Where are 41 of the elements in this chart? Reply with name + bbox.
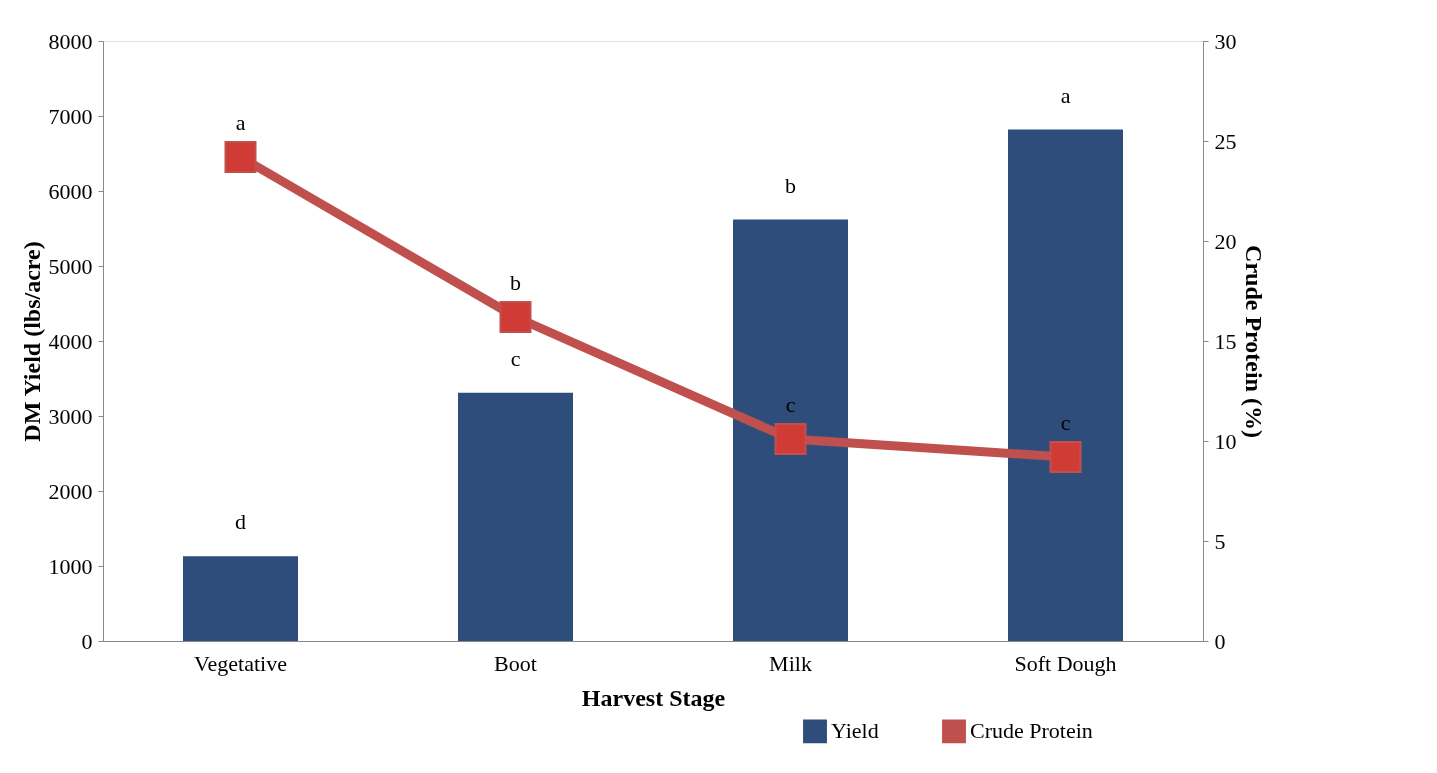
bar xyxy=(183,556,298,641)
y2-axis-title: Crude Protein (%) xyxy=(1240,245,1267,438)
annotation: d xyxy=(235,509,246,535)
y-tick-label: 7000 xyxy=(48,103,93,129)
x-tick-label: Boot xyxy=(494,650,537,676)
annotation: c xyxy=(785,392,796,418)
y-tick-label: 1000 xyxy=(48,553,93,579)
x-axis-title: Harvest Stage xyxy=(581,684,726,711)
annotation: c xyxy=(1060,410,1071,436)
y-tick-label: 4000 xyxy=(48,328,93,354)
y-axis-title: DM Yield (lbs/acre) xyxy=(18,241,45,442)
y2-tick-label: 0 xyxy=(1214,628,1226,654)
annotation: a xyxy=(235,110,246,136)
bar xyxy=(458,392,573,641)
y2-tick-label: 20 xyxy=(1214,228,1237,254)
point xyxy=(224,141,257,173)
point xyxy=(499,301,532,333)
y-tick-label: 3000 xyxy=(48,403,93,429)
point xyxy=(1049,441,1082,473)
legend-label: Yield xyxy=(831,718,879,744)
y-tick-label: 8000 xyxy=(48,28,93,54)
bar xyxy=(1008,129,1123,641)
point xyxy=(774,423,807,455)
x-tick-label: Milk xyxy=(769,650,812,676)
bar xyxy=(733,219,848,641)
annotation: b xyxy=(785,172,796,198)
x-tick-label: Vegetative xyxy=(194,650,287,676)
annotation: c xyxy=(510,345,521,371)
x-tick-label: Soft Dough xyxy=(1014,650,1117,676)
y-tick-label: 0 xyxy=(81,628,93,654)
y-tick-label: 6000 xyxy=(48,178,93,204)
y2-tick-label: 15 xyxy=(1214,328,1237,354)
y2-tick-label: 30 xyxy=(1214,28,1237,54)
annotation: a xyxy=(1060,82,1071,108)
y2-tick-label: 5 xyxy=(1214,528,1226,554)
y-tick-label: 5000 xyxy=(48,253,93,279)
annotation: b xyxy=(510,270,521,295)
y-tick-label: 2000 xyxy=(48,478,93,504)
y2-tick-label: 10 xyxy=(1214,428,1237,454)
y2-tick-label: 25 xyxy=(1214,128,1237,154)
legend-label: Crude Protein xyxy=(970,718,1093,744)
